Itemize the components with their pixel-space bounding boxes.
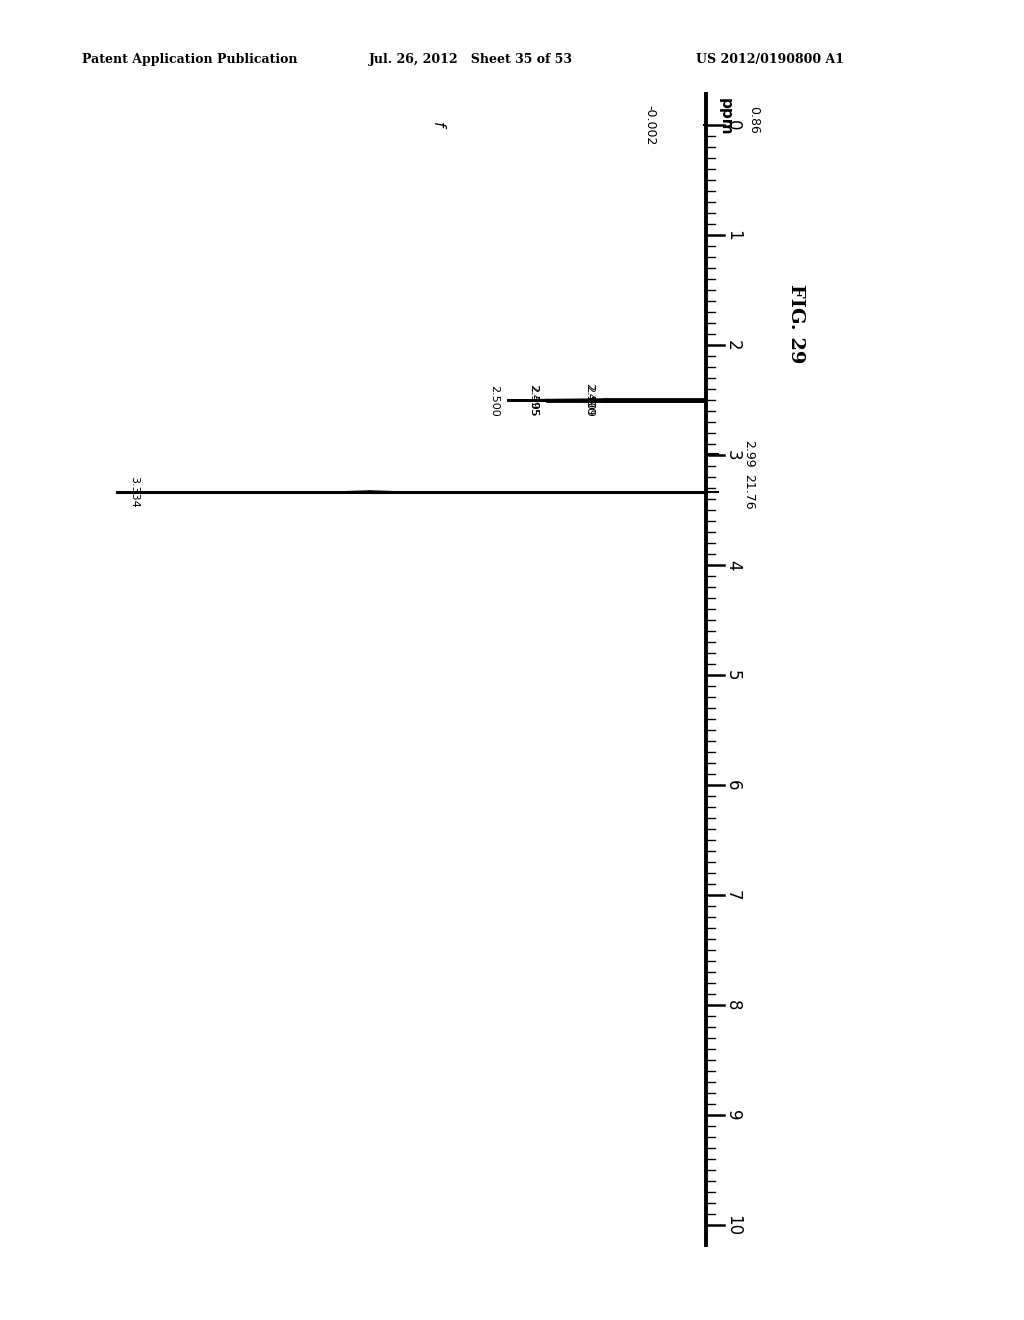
Text: ppm: ppm bbox=[718, 98, 733, 136]
Text: 4: 4 bbox=[724, 560, 742, 570]
Text: 3.334: 3.334 bbox=[129, 477, 139, 508]
Text: FIG. 29: FIG. 29 bbox=[786, 284, 805, 363]
Text: 21.76: 21.76 bbox=[741, 474, 755, 510]
Text: 8: 8 bbox=[724, 1001, 742, 1011]
Text: 2: 2 bbox=[724, 341, 742, 351]
Text: Patent Application Publication: Patent Application Publication bbox=[82, 53, 297, 66]
Text: 2.509: 2.509 bbox=[585, 385, 595, 417]
Text: 10: 10 bbox=[724, 1214, 742, 1236]
Text: 2.99: 2.99 bbox=[741, 441, 755, 469]
Text: 3: 3 bbox=[724, 450, 742, 461]
Text: 2.500: 2.500 bbox=[489, 384, 500, 416]
Text: 1: 1 bbox=[724, 230, 742, 240]
Text: 9: 9 bbox=[724, 1110, 742, 1121]
Text: 2.490: 2.490 bbox=[585, 383, 595, 416]
Text: 0: 0 bbox=[724, 120, 742, 131]
Text: 0.86: 0.86 bbox=[748, 106, 760, 133]
Text: 2.495: 2.495 bbox=[528, 384, 539, 416]
Text: 7: 7 bbox=[724, 890, 742, 900]
Text: US 2012/0190800 A1: US 2012/0190800 A1 bbox=[696, 53, 845, 66]
Text: f: f bbox=[429, 123, 444, 128]
Text: 2.505: 2.505 bbox=[528, 385, 539, 417]
Text: 5: 5 bbox=[724, 671, 742, 681]
Text: -0.002: -0.002 bbox=[643, 106, 656, 145]
Text: 6: 6 bbox=[724, 780, 742, 791]
Text: Jul. 26, 2012   Sheet 35 of 53: Jul. 26, 2012 Sheet 35 of 53 bbox=[369, 53, 572, 66]
